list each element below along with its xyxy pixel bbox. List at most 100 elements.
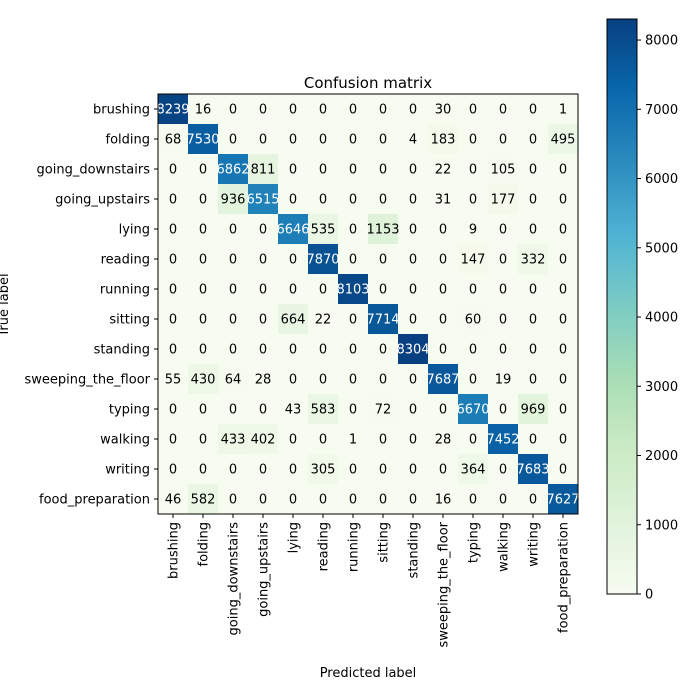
heatmap-cell xyxy=(458,484,488,514)
heatmap-cell-value: 0 xyxy=(319,133,327,148)
heatmap-cell xyxy=(488,364,518,394)
heatmap-cell xyxy=(488,484,518,514)
y-tick-label: sitting xyxy=(109,313,150,328)
heatmap-cell-value: 0 xyxy=(409,193,417,208)
heatmap-cell-value: 0 xyxy=(469,283,477,298)
heatmap-cell xyxy=(158,244,188,274)
heatmap-cell-value: 0 xyxy=(169,313,177,328)
heatmap-cell xyxy=(248,304,278,334)
heatmap-cell-value: 402 xyxy=(251,433,276,448)
y-tick-label: writing xyxy=(105,463,150,478)
heatmap-cell xyxy=(188,394,218,424)
heatmap-cell-value: 6862 xyxy=(216,163,249,178)
heatmap-cell-value: 936 xyxy=(221,193,246,208)
heatmap-cell xyxy=(278,124,308,154)
heatmap-cell xyxy=(458,214,488,244)
heatmap-cell-value: 0 xyxy=(499,403,507,418)
heatmap-cell xyxy=(338,274,368,304)
heatmap-cell-value: 0 xyxy=(259,283,267,298)
heatmap-cell-value: 9 xyxy=(469,223,477,238)
heatmap-cell xyxy=(488,184,518,214)
heatmap-cell xyxy=(398,94,428,124)
heatmap-cell-value: 0 xyxy=(169,433,177,448)
y-tick-label: going_downstairs xyxy=(37,163,151,178)
heatmap-cell-value: 0 xyxy=(349,163,357,178)
heatmap-cell xyxy=(308,124,338,154)
heatmap-cell xyxy=(548,154,578,184)
heatmap-cell xyxy=(248,454,278,484)
heatmap-cell xyxy=(278,394,308,424)
heatmap-cell-value: 305 xyxy=(311,463,336,478)
heatmap-cell-value: 0 xyxy=(229,463,237,478)
heatmap-cell xyxy=(308,454,338,484)
heatmap-cell xyxy=(218,154,248,184)
heatmap-cell xyxy=(398,484,428,514)
heatmap-cell xyxy=(188,184,218,214)
heatmap-cell xyxy=(278,334,308,364)
heatmap-cell-value: 0 xyxy=(529,433,537,448)
x-tick-label: walking xyxy=(497,522,512,572)
heatmap-cell-value: 0 xyxy=(379,343,387,358)
heatmap-cell xyxy=(488,94,518,124)
heatmap-cell-value: 0 xyxy=(409,163,417,178)
colorbar-tick-label: 1000 xyxy=(645,518,678,533)
heatmap-cell xyxy=(518,274,548,304)
heatmap-cell xyxy=(158,184,188,214)
heatmap-cell xyxy=(548,454,578,484)
heatmap-cell xyxy=(458,334,488,364)
heatmap-cell-value: 0 xyxy=(289,133,297,148)
heatmap-cell-value: 0 xyxy=(439,403,447,418)
heatmap-cell xyxy=(488,394,518,424)
heatmap-cell xyxy=(158,154,188,184)
heatmap-cell xyxy=(278,244,308,274)
heatmap-cell-value: 0 xyxy=(559,253,567,268)
heatmap-cell xyxy=(248,364,278,394)
heatmap-cell-value: 1 xyxy=(559,103,567,118)
heatmap-cell xyxy=(188,244,218,274)
heatmap-cell-value: 0 xyxy=(439,223,447,238)
heatmap-cell xyxy=(338,454,368,484)
y-tick-label: folding xyxy=(106,133,151,148)
heatmap-cell-value: 0 xyxy=(229,133,237,148)
heatmap-cell xyxy=(158,274,188,304)
x-axis-ticks: brushing folding going_downstairs going_ups… xyxy=(167,514,572,648)
colorbar-tick-label: 5000 xyxy=(645,241,678,256)
heatmap-cell xyxy=(368,154,398,184)
heatmap-cell-value: 0 xyxy=(379,193,387,208)
heatmap-cell-value: 0 xyxy=(259,223,267,238)
heatmap-cell-value: 430 xyxy=(191,373,216,388)
heatmap-cell-value: 0 xyxy=(409,463,417,478)
heatmap-cell xyxy=(308,274,338,304)
heatmap-cell-value: 28 xyxy=(255,373,272,388)
heatmap-cell xyxy=(548,124,578,154)
heatmap-cell-value: 0 xyxy=(499,313,507,328)
heatmap-cell xyxy=(428,424,458,454)
heatmap-cell xyxy=(428,214,458,244)
heatmap-cell-value: 0 xyxy=(469,133,477,148)
heatmap-cell xyxy=(248,244,278,274)
heatmap-cell xyxy=(548,214,578,244)
heatmap-cell xyxy=(518,454,548,484)
heatmap-cell-value: 183 xyxy=(431,133,456,148)
x-tick-label: writing xyxy=(527,522,542,567)
heatmap-cell-value: 0 xyxy=(499,103,507,118)
heatmap-cell-value: 0 xyxy=(559,283,567,298)
heatmap-cell xyxy=(368,364,398,394)
heatmap-cell xyxy=(338,214,368,244)
heatmap-cell-value: 0 xyxy=(349,103,357,118)
heatmap-cell xyxy=(188,304,218,334)
heatmap-cell-value: 8239 xyxy=(156,103,189,118)
heatmap-cell xyxy=(278,304,308,334)
heatmap-cell-value: 0 xyxy=(169,343,177,358)
colorbar-tick-label: 4000 xyxy=(645,311,678,326)
heatmap-cell xyxy=(518,94,548,124)
heatmap-cell xyxy=(368,334,398,364)
heatmap-cell-value: 364 xyxy=(461,463,486,478)
heatmap-cell xyxy=(308,424,338,454)
heatmap-cell xyxy=(158,94,188,124)
heatmap-cell-value: 0 xyxy=(319,343,327,358)
heatmap-cell-value: 0 xyxy=(319,283,327,298)
heatmap-cell xyxy=(218,274,248,304)
heatmap-cell-value: 0 xyxy=(289,163,297,178)
heatmap-cell-value: 7714 xyxy=(366,313,399,328)
